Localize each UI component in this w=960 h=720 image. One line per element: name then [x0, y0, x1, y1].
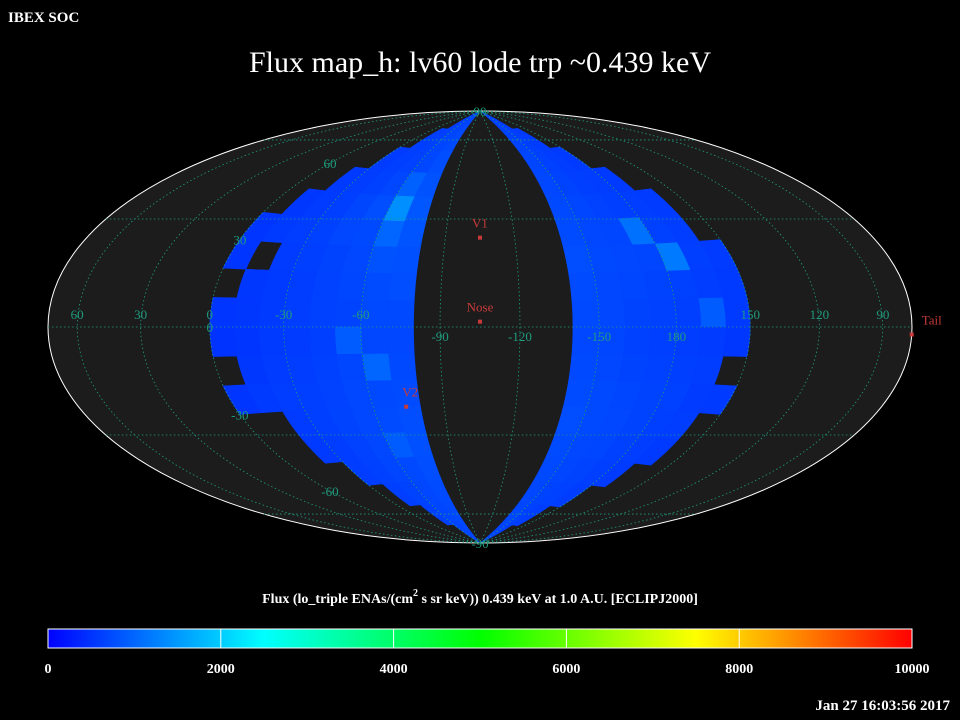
flux-cell	[222, 384, 262, 415]
colorbar-tick-label: 4000	[380, 662, 408, 677]
flux-cell	[258, 326, 287, 356]
flux-cell	[623, 326, 652, 356]
flux-cell	[209, 297, 238, 328]
meridian	[479, 110, 820, 544]
lon-label: 0	[207, 307, 214, 322]
flux-cell	[336, 353, 367, 382]
flux-cell	[386, 299, 415, 328]
flux-cell	[568, 353, 599, 382]
lon-label: 30	[134, 307, 147, 322]
flux-cell	[360, 326, 389, 355]
meridian	[140, 110, 481, 544]
lon-label: -150	[587, 329, 611, 344]
flux-cell	[590, 461, 636, 488]
marker	[909, 332, 914, 337]
flux-cell	[698, 326, 727, 357]
meridian	[479, 110, 751, 544]
flux-cell	[361, 272, 392, 301]
flux-cell	[308, 326, 337, 356]
flux-cell	[308, 298, 337, 328]
lon-label: 60	[71, 307, 84, 322]
lat-label: 60	[323, 156, 336, 171]
flux-cell	[341, 459, 384, 486]
colorbar-tick-label: 8000	[725, 662, 753, 677]
lon-label: -120	[508, 329, 532, 344]
marker-label: Tail	[922, 313, 942, 328]
lat-label: -90	[471, 536, 488, 551]
graticule	[48, 110, 912, 544]
meridian	[479, 110, 600, 544]
label-superscript: 2	[413, 588, 418, 599]
flux-cell	[623, 298, 652, 328]
flux-cell	[386, 326, 415, 355]
flux-cell	[571, 299, 600, 328]
flux-cell	[511, 504, 551, 526]
meridian	[209, 110, 481, 544]
lat-label: -30	[231, 407, 248, 422]
meridian	[283, 110, 481, 544]
flux-cell	[722, 326, 751, 357]
flux-cell	[673, 298, 702, 328]
colorbar-tick-label: 6000	[552, 662, 580, 677]
lat-label: 90	[474, 104, 487, 119]
lat-label: 30	[233, 233, 246, 248]
flux-cell	[336, 272, 367, 301]
header: IBEX SOC	[8, 10, 79, 26]
flux-cell	[648, 298, 677, 328]
flux-cell	[593, 272, 624, 301]
flux-cell	[361, 353, 392, 382]
flux-cell	[568, 272, 599, 301]
marker	[478, 235, 482, 240]
colorbar	[47, 628, 913, 649]
label-part: s sr keV)) 0.439 keV at 1.0 A.U. [ECLIPJ…	[418, 592, 698, 607]
marker	[404, 404, 409, 409]
marker	[478, 319, 482, 324]
colorbar-tick-label: 0	[45, 662, 52, 677]
marker-label: V1	[472, 216, 488, 231]
flux-cell	[387, 273, 417, 301]
map-disc	[47, 110, 913, 544]
lon-label: 150	[740, 307, 760, 322]
flux-cell	[698, 384, 738, 415]
label-part: Flux (lo_triple ENAs/(cm	[262, 592, 413, 607]
flux-cell	[233, 326, 262, 357]
flux-cell	[419, 503, 455, 526]
lat-label: 0	[207, 320, 214, 335]
lat-label: -60	[321, 484, 338, 499]
flux-cell	[283, 326, 312, 356]
lon-label: 90	[876, 307, 889, 322]
flux-cell	[593, 353, 624, 382]
meridian	[360, 110, 481, 544]
flux-cell	[597, 299, 626, 328]
lon-label: -30	[275, 307, 292, 322]
lon-label: 180	[667, 329, 687, 344]
title: Flux map_h: lv60 lode trp ~0.439 keV	[249, 46, 711, 79]
timestamp: Jan 27 16:03:56 2017	[815, 698, 950, 714]
colorbar-tick-label: 10000	[895, 662, 930, 677]
colorbar-tick-label: 2000	[207, 662, 235, 677]
flux-cell	[381, 482, 421, 507]
flux-cell	[334, 326, 363, 355]
lon-label: -90	[431, 329, 448, 344]
marker-label: Nose	[467, 300, 494, 315]
flux-cell	[549, 483, 593, 508]
flux-cell	[387, 353, 417, 381]
colorbar-label: Flux (lo_triple ENAs/(cm2 s sr keV)) 0.4…	[262, 588, 698, 607]
flux-cell	[698, 297, 727, 328]
flux-cell	[633, 437, 679, 466]
lon-label: -60	[352, 307, 369, 322]
flux-cell	[209, 326, 238, 357]
flux-cell	[233, 297, 262, 328]
lon-label: 120	[810, 307, 830, 322]
marker-label: V2	[402, 385, 418, 400]
